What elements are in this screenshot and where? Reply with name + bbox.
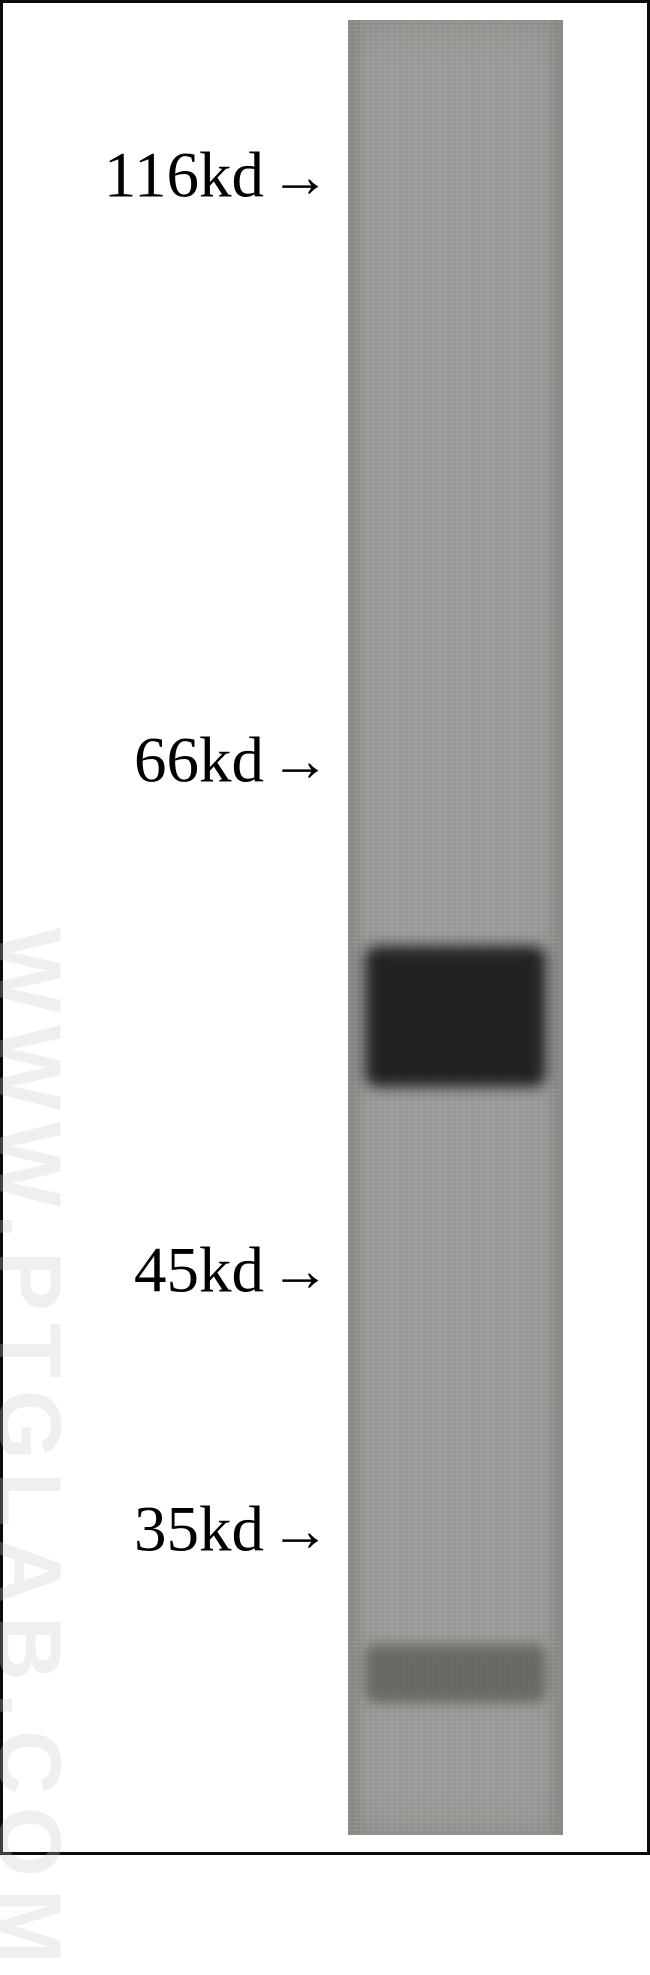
blot-lane: [348, 20, 563, 1835]
molecular-weight-labels: 116kd→66kd→45kd→35kd→: [0, 0, 330, 1855]
primary-band: [365, 946, 546, 1088]
mw-marker-text: 66kd: [134, 728, 264, 793]
arrow-right-icon: →: [270, 1500, 330, 1560]
mw-marker-text: 35kd: [134, 1498, 264, 1563]
mw-marker: 35kd→: [134, 1498, 330, 1563]
arrow-right-icon: →: [270, 1241, 330, 1301]
mw-marker: 66kd→: [134, 728, 330, 793]
mw-marker: 45kd→: [134, 1238, 330, 1303]
mw-marker-text: 45kd: [134, 1238, 264, 1303]
mw-marker-text: 116kd: [104, 144, 264, 209]
mw-marker: 116kd→: [104, 144, 330, 209]
secondary-band: [365, 1644, 546, 1702]
arrow-right-icon: →: [270, 731, 330, 791]
lane-texture: [348, 20, 563, 1835]
arrow-right-icon: →: [270, 146, 330, 206]
